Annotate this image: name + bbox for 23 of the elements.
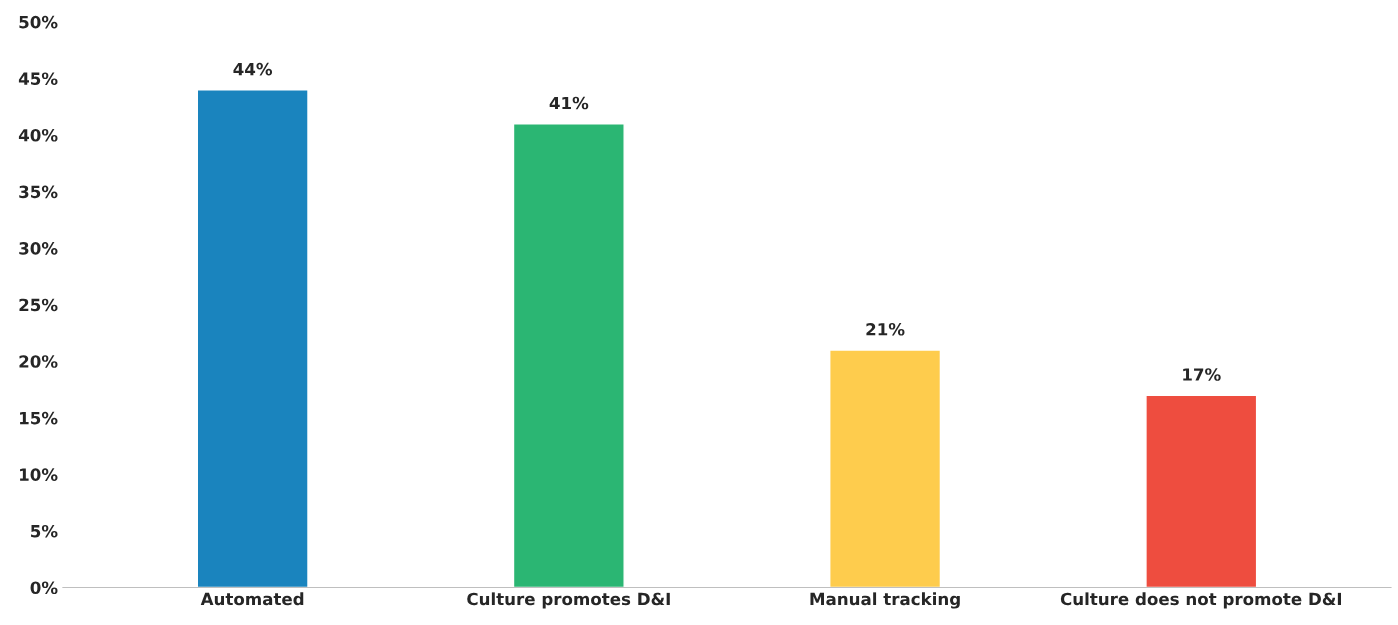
bar bbox=[829, 349, 942, 588]
y-tick-label: 30% bbox=[19, 242, 58, 255]
data-label: 17% bbox=[1183, 368, 1221, 381]
y-tick-label: 25% bbox=[19, 298, 58, 312]
x-tick-label: Culture promotes D&I bbox=[467, 592, 670, 609]
y-tick-label: 35% bbox=[19, 185, 58, 199]
y-tick-label: 15% bbox=[20, 411, 58, 425]
bar bbox=[512, 122, 625, 588]
x-tick-label: Automated bbox=[200, 592, 304, 606]
y-tick-label: 50% bbox=[19, 15, 58, 29]
y-tick-label: 20% bbox=[19, 355, 58, 368]
y-tick-label: 40% bbox=[18, 128, 58, 142]
data-label: 21% bbox=[866, 322, 905, 336]
y-tick-label: 5% bbox=[31, 524, 58, 538]
x-tick-label: Culture does not promote D&I bbox=[1060, 592, 1342, 609]
y-tick-label: 0% bbox=[30, 581, 58, 595]
y-tick-label: 10% bbox=[20, 468, 58, 481]
x-tick-label: Manual tracking bbox=[810, 592, 960, 609]
bar bbox=[1145, 394, 1258, 588]
bar bbox=[196, 89, 309, 588]
data-label: 44% bbox=[233, 62, 273, 76]
data-label: 41% bbox=[549, 96, 589, 110]
y-tick-label: 45% bbox=[18, 72, 58, 86]
